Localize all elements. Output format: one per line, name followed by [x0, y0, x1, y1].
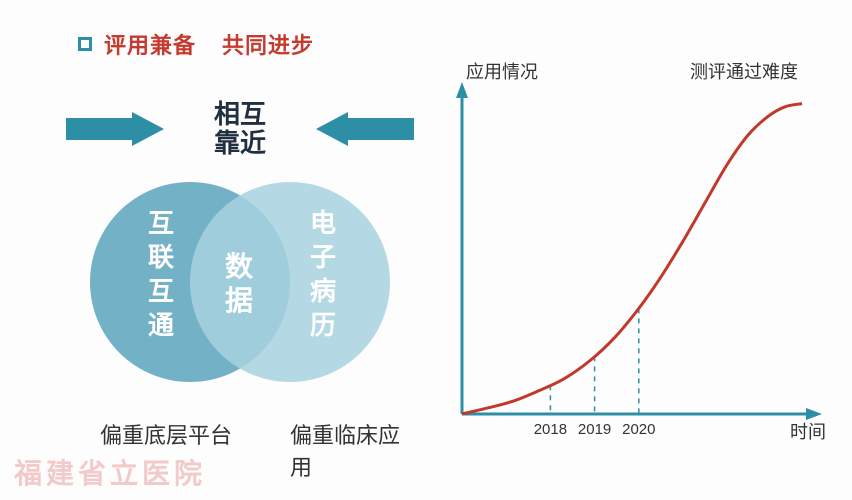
center-label: 相互 靠近 — [214, 100, 266, 157]
venn-left-char-0: 互 — [148, 208, 174, 238]
header-title-b: 共同进步 — [222, 28, 314, 60]
chart-x-label: 时间 — [790, 422, 826, 442]
header-bullet-icon — [78, 37, 92, 51]
venn-right-char-3: 历 — [310, 310, 336, 340]
venn-right-circle — [190, 182, 390, 382]
chart-tick-label: 2019 — [578, 421, 611, 438]
venn-mid-char-1: 据 — [225, 285, 253, 316]
chart-title-right: 测评通过难度 — [690, 62, 798, 82]
watermark: 福建省立医院 — [14, 452, 206, 492]
venn-diagram-block: 相互 靠近 互 联 互 通 电 子 — [60, 88, 420, 448]
chart-tick-label: 2018 — [534, 421, 567, 438]
chart-y-label: 应用情况 — [466, 62, 538, 82]
venn-left-char-2: 互 — [148, 276, 174, 306]
caption-left: 偏重底层平台 — [100, 418, 232, 450]
header-title-a: 评用兼备 — [104, 28, 196, 60]
arrow-row: 相互 靠近 — [60, 102, 420, 162]
chart-ticks: 2018 2019 2020 — [534, 308, 656, 438]
center-label-line1: 相互 — [214, 100, 266, 129]
venn-left-char-1: 联 — [148, 242, 174, 272]
venn-left-char-3: 通 — [148, 310, 174, 340]
venn-diagram: 互 联 互 通 电 子 病 历 数 据 — [90, 172, 390, 392]
arrow-left-icon — [316, 112, 414, 146]
venn-right-char-2: 病 — [310, 276, 336, 306]
venn-right-char-1: 子 — [310, 242, 336, 272]
chart-tick-label: 2020 — [622, 421, 655, 438]
growth-chart: 应用情况 测评通过难度 时间 2018 2019 2020 — [430, 58, 830, 458]
arrow-right-icon — [66, 112, 164, 146]
center-label-line2: 靠近 — [214, 129, 266, 158]
caption-right: 偏重临床应用 — [290, 418, 420, 482]
venn-right-char-0: 电 — [310, 208, 336, 238]
venn-mid-char-0: 数 — [225, 251, 254, 282]
slide-header: 评用兼备 共同进步 — [78, 28, 314, 60]
slide: { "header": { "bullet_color": "#2d8fa5",… — [0, 0, 852, 500]
chart-curve — [462, 104, 802, 414]
